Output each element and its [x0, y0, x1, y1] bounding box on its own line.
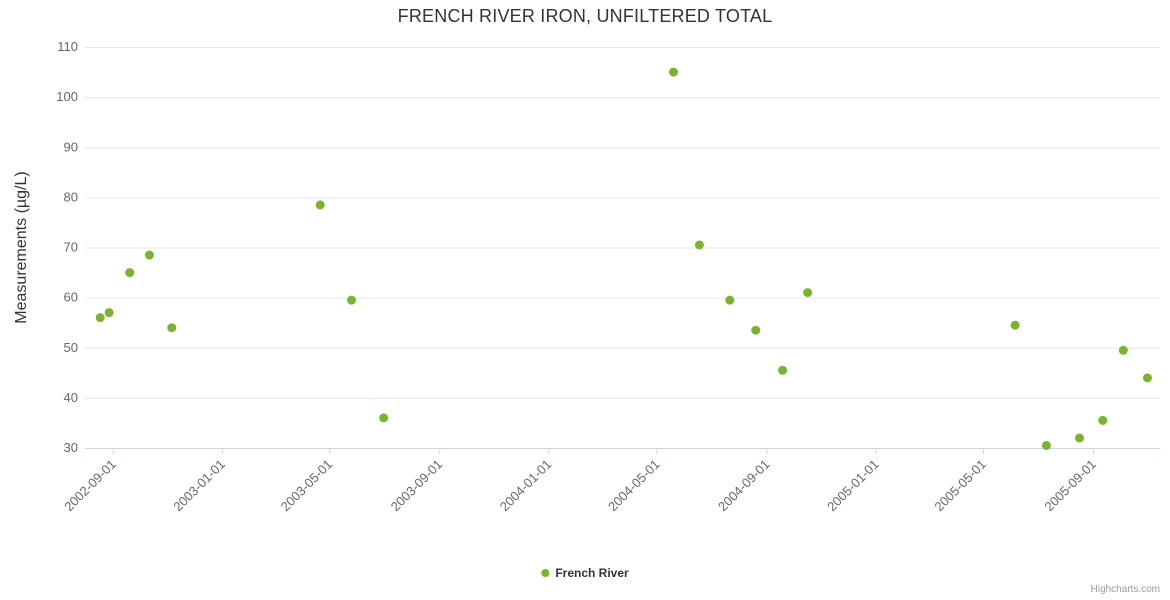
y-axis-tick-label: 70 [64, 240, 78, 255]
y-axis-tick-label: 80 [64, 189, 78, 204]
data-point[interactable] [668, 67, 678, 77]
data-point[interactable] [1142, 373, 1152, 383]
legend-marker-icon [541, 569, 550, 577]
y-axis-tick-label: 90 [64, 139, 78, 154]
legend-item-french-river[interactable]: French River [541, 566, 629, 580]
x-axis-tick-label: 2003-09-01 [388, 457, 446, 515]
data-point[interactable] [1098, 415, 1108, 425]
chart-title: FRENCH RIVER IRON, UNFILTERED TOTAL [397, 6, 773, 26]
x-axis-tick-label: 2003-01-01 [170, 457, 228, 515]
data-point[interactable] [104, 308, 114, 318]
x-axis-tick-label: 2005-05-01 [931, 457, 989, 515]
x-axis-tick-label: 2004-01-01 [497, 457, 555, 515]
data-point[interactable] [315, 200, 325, 210]
x-axis-tick-label: 2004-09-01 [715, 457, 773, 515]
x-axis-tick-label: 2005-09-01 [1041, 457, 1099, 515]
data-point[interactable] [167, 323, 177, 333]
data-point[interactable] [1041, 440, 1051, 450]
data-point[interactable] [778, 365, 788, 375]
data-point[interactable] [379, 413, 389, 423]
data-point[interactable] [347, 295, 357, 305]
highcharts-credits-link[interactable]: Highcharts.com [1090, 584, 1160, 595]
y-axis-tick-label: 50 [64, 340, 78, 355]
data-point[interactable] [751, 325, 761, 335]
data-point[interactable] [1118, 345, 1128, 355]
x-axis-tick-label: 2002-09-01 [61, 457, 119, 515]
y-axis-tick-label: 100 [56, 89, 78, 104]
x-axis-tick-label: 2005-01-01 [824, 457, 882, 515]
y-axis-title: Measurements (µg/L) [13, 171, 30, 323]
legend-label: French River [555, 566, 629, 580]
data-point[interactable] [725, 295, 735, 305]
data-point[interactable] [144, 250, 154, 260]
y-axis-tick-label: 30 [64, 440, 78, 455]
data-point[interactable] [125, 268, 135, 278]
data-point[interactable] [95, 313, 105, 323]
data-point[interactable] [803, 288, 813, 298]
y-axis-tick-label: 40 [64, 390, 78, 405]
x-axis-tick-label: 2004-05-01 [605, 457, 663, 515]
y-axis-tick-label: 60 [64, 290, 78, 305]
data-point[interactable] [1010, 320, 1020, 330]
data-point[interactable] [694, 240, 704, 250]
data-point[interactable] [1075, 433, 1085, 443]
x-axis-tick-label: 2003-05-01 [278, 457, 336, 515]
y-axis-tick-label: 110 [57, 39, 78, 54]
